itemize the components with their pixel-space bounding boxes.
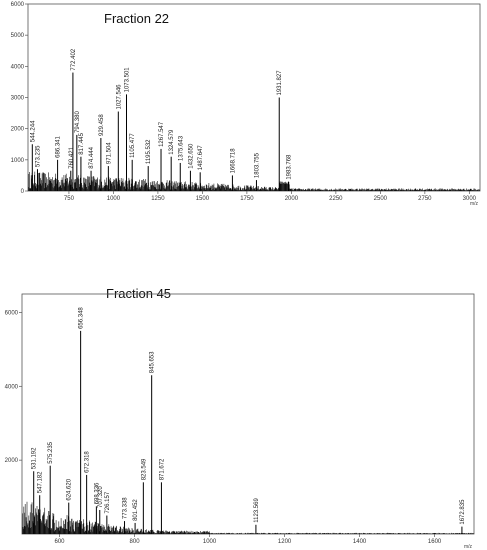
x-tick-label: 1600: [428, 539, 442, 545]
peak-label: 1267.547: [159, 121, 165, 147]
peak-label: 544.244: [30, 120, 36, 142]
x-tick-label: 1200: [278, 539, 292, 545]
spectrum-chart-fraction-22: 0 1000 2000 3000 4000 5000 6000 750 1000 1250 1500…: [11, 2, 481, 207]
y-tick-label: 6000: [11, 2, 25, 8]
peak-label: 547.182: [38, 471, 44, 493]
peak-label: 1668.718: [230, 148, 236, 174]
x-tick-label: 3000: [463, 196, 477, 202]
peak-label: 773.338: [123, 497, 129, 519]
x-tick-label: 1000: [203, 539, 217, 545]
x-tick-label: 2750: [418, 196, 432, 202]
peak-label: 707.320: [98, 486, 104, 508]
peak-label: 1803.755: [254, 152, 260, 178]
peak-label: 698.336: [94, 482, 100, 504]
peak-label: 1195.532: [146, 139, 152, 164]
chart-title: Fraction 22: [104, 11, 170, 26]
peak-label: 1027.546: [116, 84, 122, 110]
plot-frame: [21, 293, 475, 535]
x-tick-label: 750: [64, 196, 75, 202]
peak-label: 1073.501: [124, 67, 130, 93]
peak-label: 929.458: [99, 114, 105, 136]
spectrum-chart-fraction-45: 2000 4000 6000 600 800 1000 1200 1400 1600 m/z 531…: [5, 293, 475, 550]
peak-label: 1672.835: [460, 499, 466, 525]
y-tick-label: 5000: [11, 33, 25, 39]
x-tick-label: 1750: [240, 196, 254, 202]
peak-label: 1324.579: [169, 129, 175, 155]
x-tick-label: 2000: [285, 196, 299, 202]
peak-label: 1105.477: [130, 133, 136, 158]
peak-label: 1931.827: [277, 70, 283, 96]
y-tick-label: 2000: [5, 458, 19, 464]
peak-label: 573.235: [35, 145, 41, 167]
peak-label: 823.549: [141, 458, 147, 480]
peak-label: 656.348: [79, 307, 85, 329]
peak-label: 760.421: [69, 146, 75, 168]
x-tick-label: 600: [55, 539, 66, 545]
y-tick-label: 4000: [11, 64, 25, 70]
y-tick-label: 4000: [5, 384, 19, 390]
y-tick-label: 1000: [11, 158, 25, 164]
y-tick-label: 0: [21, 189, 25, 195]
peak-label: 772.402: [71, 48, 77, 70]
x-tick-label: 1400: [353, 539, 367, 545]
peak-label: 1375.643: [178, 135, 184, 161]
x-tick-label: 800: [130, 539, 141, 545]
x-axis-unit: m/z: [470, 201, 479, 207]
x-axis-unit: m/z: [464, 544, 473, 550]
peak-label: 575.235: [48, 441, 54, 463]
x-tick-label: 1250: [151, 196, 165, 202]
peak-label: 686.341: [56, 135, 62, 157]
peak-label: 794.380: [75, 111, 81, 133]
peak-label: 624.620: [67, 478, 73, 500]
peak-label: 971.504: [106, 142, 112, 164]
y-tick-label: 6000: [5, 310, 19, 316]
peak-label: 871.672: [159, 458, 165, 480]
x-tick-label: 1000: [107, 196, 121, 202]
peak-label: 801.452: [133, 499, 139, 521]
peak-label: 672.318: [85, 451, 91, 473]
peak-label: 817.445: [79, 132, 85, 154]
x-tick-label: 2500: [374, 196, 388, 202]
x-tick-label: 1500: [196, 196, 210, 202]
peak-label: 845.653: [150, 351, 156, 373]
peak-label: 874.444: [89, 146, 95, 168]
chart-title: Fraction 45: [106, 286, 172, 301]
peak-label: 1983.768: [286, 154, 292, 180]
peak-label: 531.192: [32, 447, 38, 469]
peak-label: 1123.569: [254, 498, 260, 523]
x-tick-label: 2250: [329, 196, 343, 202]
peak-label: 1487.647: [198, 145, 204, 171]
y-tick-label: 3000: [11, 96, 25, 102]
peak-label: 726.157: [105, 491, 111, 513]
spectrum-panel-fraction-22: Fraction 22 0 1000 2000 3000 4000 5000 6000 750…: [0, 0, 487, 207]
spectrum-panel-fraction-45: Fraction 45 2000 4000 6000 600 800 1000 1200 14…: [0, 278, 487, 550]
peak-label: 1432.650: [188, 143, 194, 169]
spectrum-noise: [22, 501, 475, 534]
y-tick-label: 2000: [11, 127, 25, 133]
